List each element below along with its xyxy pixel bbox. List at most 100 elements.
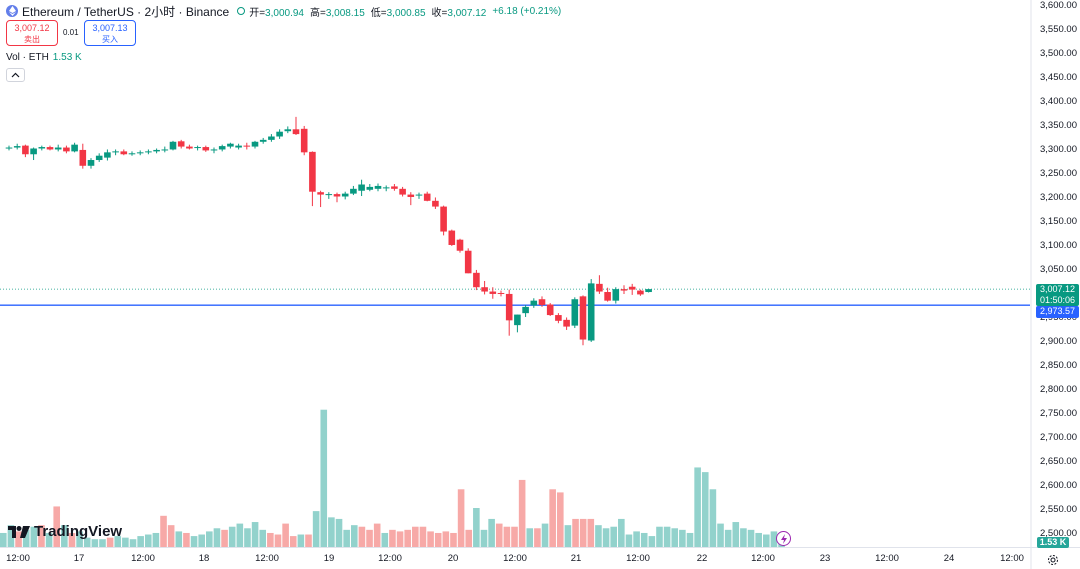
sell-button[interactable]: 3,007.12 卖出: [6, 20, 58, 46]
candle-body: [432, 200, 439, 207]
y-axis-tick-label: 2,700.00: [1040, 432, 1077, 443]
y-axis-tick-label: 2,900.00: [1040, 336, 1077, 347]
tradingview-logo-text: TradingView: [34, 523, 123, 540]
volume-bar: [53, 506, 61, 547]
candle-body: [104, 152, 111, 158]
lightning-icon[interactable]: [776, 531, 791, 546]
volume-bar: [465, 529, 473, 547]
volume-bar: [717, 523, 724, 547]
spread-value: 0.01: [63, 28, 79, 37]
candle-body: [169, 141, 177, 150]
ohlc-values: 开=3,000.94 高=3,008.15 低=3,000.85 收=3,007…: [249, 5, 562, 19]
candle-body: [259, 139, 267, 142]
x-axis-tick-label: 18: [199, 553, 210, 564]
tradingview-logo[interactable]: TradingView: [8, 523, 122, 540]
volume-bar: [45, 532, 53, 547]
volume-bar: [38, 525, 45, 547]
volume-bar: [732, 522, 740, 547]
candle-body: [120, 151, 128, 155]
volume-bar: [526, 528, 534, 547]
candle-body: [448, 230, 456, 245]
volume-bar: [518, 479, 526, 547]
buy-button[interactable]: 3,007.13 买入: [84, 20, 136, 46]
candle-body: [210, 149, 218, 151]
volume-bar: [473, 508, 480, 547]
candle-body: [415, 194, 423, 196]
symbol-header: Ethereum / TetherUS · 2小时 · Binance 开=3,…: [6, 4, 562, 19]
high-value: 3,008.15: [325, 7, 365, 19]
candle-body: [481, 287, 488, 292]
candle-body: [194, 147, 201, 149]
candle-body: [276, 131, 283, 137]
y-axis-tick-label: 2,500.00: [1040, 528, 1077, 539]
candle-body: [579, 296, 587, 340]
volume-bar: [221, 529, 228, 547]
open-value: 3,000.94: [265, 7, 304, 19]
y-axis-tick-label: 3,500.00: [1040, 48, 1077, 59]
volume-bar: [183, 532, 190, 547]
x-axis-tick-label: 23: [820, 553, 831, 564]
candle-body: [292, 129, 300, 135]
volume-bar: [190, 536, 198, 547]
candle-body: [366, 186, 374, 190]
volume-bar: [640, 532, 648, 547]
candle-body: [407, 194, 415, 197]
y-axis-tick-label: 2,750.00: [1040, 408, 1077, 419]
volume-bar: [320, 409, 328, 547]
x-axis-tick-label: 19: [324, 553, 335, 564]
settings-button[interactable]: [1046, 553, 1060, 567]
volume-bar: [0, 532, 7, 547]
x-axis-tick-label: 12:00: [255, 553, 279, 564]
volume-bar: [305, 534, 312, 547]
volume-bar: [412, 526, 419, 547]
volume-bar: [595, 525, 602, 547]
volume-bar: [373, 523, 381, 547]
volume-bar: [15, 531, 22, 547]
volume-bar: [755, 532, 762, 547]
y-axis-tick-label: 3,400.00: [1040, 96, 1077, 107]
volume-bar: [419, 526, 427, 547]
volume-bar: [7, 525, 15, 547]
y-axis-tick-label: 2,850.00: [1040, 360, 1077, 371]
volume-bar: [99, 539, 106, 547]
horizontal-line-tag[interactable]: 2,973.57: [1036, 306, 1079, 318]
volume-bar: [282, 523, 289, 547]
volume-bar: [694, 467, 701, 547]
volume-bar: [556, 492, 564, 547]
volume-bar: [366, 529, 373, 547]
low-value: 3,000.85: [386, 7, 426, 19]
symbol-title[interactable]: Ethereum / TetherUS · 2小时 · Binance: [22, 4, 230, 19]
candle-body: [333, 194, 341, 197]
candle-body: [620, 289, 628, 291]
volume-bar: [175, 531, 183, 547]
candle-body: [538, 299, 546, 305]
volume-bar: [76, 531, 83, 547]
volume-bar: [427, 531, 434, 547]
y-axis-tick-label: 3,050.00: [1040, 264, 1077, 275]
x-axis-tick-label: 20: [448, 553, 459, 564]
candle-body: [358, 184, 365, 191]
candle-body: [284, 129, 292, 132]
market-status-icon: [237, 7, 246, 15]
candle-body: [71, 144, 78, 152]
candle-body: [530, 300, 538, 306]
y-axis-tick-label: 2,600.00: [1040, 480, 1077, 491]
candle-body: [497, 292, 505, 294]
volume-legend[interactable]: Vol · ETH 1.53 K: [6, 52, 82, 63]
candle-body: [177, 141, 185, 147]
volume-bar: [312, 511, 320, 547]
volume-bar: [648, 536, 656, 547]
candle-body: [612, 289, 620, 301]
volume-bar: [549, 489, 556, 547]
volume-bar: [236, 523, 244, 547]
volume-bar: [572, 518, 579, 547]
candle-body: [325, 194, 333, 196]
volume-bar: [61, 525, 68, 547]
candle-body: [136, 152, 144, 154]
volume-bar: [396, 531, 404, 547]
candle-body: [186, 146, 193, 149]
y-axis-tick-label: 3,450.00: [1040, 72, 1077, 83]
volume-bar: [404, 529, 411, 547]
collapse-legend-button[interactable]: [6, 68, 25, 82]
